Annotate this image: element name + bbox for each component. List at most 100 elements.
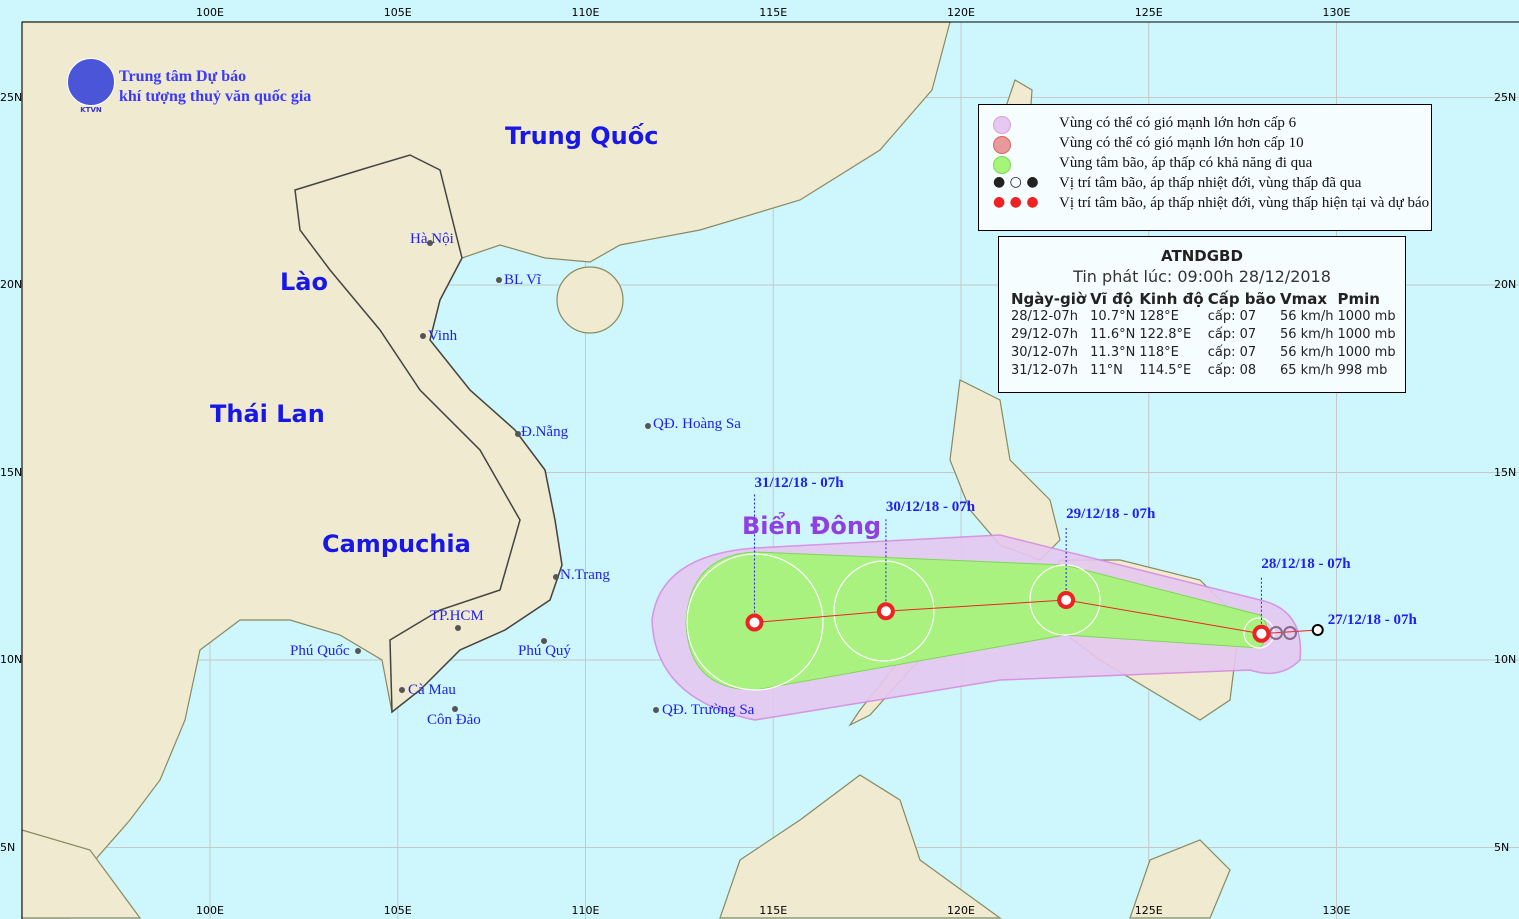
- place-label: Vinh: [428, 328, 458, 344]
- legend: ● ○ ● ● ● ● Vùng có thể có gió mạnh lớn …: [978, 104, 1432, 231]
- table-cell: 118°E: [1139, 345, 1179, 360]
- table-cell: 114.5°E: [1139, 363, 1192, 378]
- table-cell: 1000 mb: [1337, 327, 1396, 342]
- pink-circle-icon: [993, 116, 1011, 134]
- place-marker-icon: [355, 648, 361, 654]
- storm-center-icon: [745, 613, 764, 632]
- place-label: N.Trang: [560, 567, 610, 583]
- table-row: 28/12-07h 10.7°N 128°E cấp: 07 56 km/h 1000 m…: [1009, 308, 1398, 326]
- track-date-label: 30/12/18 - 07h: [885, 499, 976, 516]
- table-cell: 1000 mb: [1337, 309, 1396, 324]
- table-row: 30/12-07h 11.3°N 118°E cấp: 07 56 km/h 1000 m…: [1009, 344, 1398, 362]
- lon-tick-label: 130E: [1322, 904, 1351, 917]
- place-label: Phú Quốc: [290, 643, 350, 659]
- lon-tick-label: 120E: [947, 904, 975, 917]
- storm-center-icon: [876, 602, 895, 621]
- label-thai-lan: Thái Lan: [210, 400, 325, 428]
- place-label: QĐ. Trường Sa: [662, 702, 755, 718]
- past-position-icon: [1283, 626, 1297, 640]
- place-label: Hà Nội: [410, 231, 454, 247]
- table-cell: cấp: 07: [1207, 327, 1257, 342]
- col-header: Pmin: [1337, 290, 1380, 308]
- place-label: BL Vĩ: [504, 272, 542, 288]
- red-circle-icon: [993, 136, 1011, 154]
- legend-item: Vị trí tâm bão, áp thấp nhiệt đới, vùng …: [1059, 195, 1430, 211]
- col-header: Cấp bão: [1207, 290, 1276, 308]
- table-cell: 10.7°N: [1090, 309, 1136, 324]
- lon-tick-label: 115E: [759, 904, 788, 917]
- legend-item: Vùng có thể có gió mạnh lớn hơn cấp 6: [1059, 115, 1297, 131]
- lon-tick-label: 100E: [196, 6, 224, 19]
- table-cell: 128°E: [1139, 309, 1179, 324]
- legend-item: Vùng tâm bão, áp thấp có khả năng đi qua: [1059, 155, 1313, 171]
- lon-tick-label: 130E: [1322, 6, 1351, 19]
- label-trung-quoc: Trung Quốc: [505, 122, 659, 150]
- place-marker-icon: [427, 240, 433, 246]
- lon-tick-label: 110E: [571, 6, 600, 19]
- logo-icon: KTVN: [67, 58, 115, 114]
- table-cell: 11.3°N: [1090, 345, 1136, 360]
- track-date-label: 29/12/18 - 07h: [1066, 506, 1156, 522]
- track-date-label: 31/12/18 - 07h: [754, 474, 844, 491]
- table-cell: 56 km/h: [1279, 309, 1334, 324]
- lon-tick-label: 105E: [383, 904, 412, 917]
- lon-tick-label: 125E: [1134, 904, 1163, 917]
- lat-tick-label: 25N: [0, 90, 23, 104]
- track-date-label: 28/12/18 - 07h: [1261, 555, 1351, 572]
- table-cell: cấp: 07: [1207, 345, 1257, 360]
- table-cell: cấp: 07: [1207, 309, 1257, 324]
- place-label: Phú Quý: [518, 643, 571, 659]
- lat-tick-label: 10N: [1494, 653, 1517, 666]
- table-cell: cấp: 08: [1207, 363, 1257, 378]
- lat-tick-label: 5N: [0, 840, 16, 854]
- label-bien-dong: Biển Đông: [742, 512, 882, 540]
- table-cell: 31/12-07h: [1011, 363, 1078, 378]
- table-cell: 56 km/h: [1279, 345, 1334, 360]
- legend-item: Vị trí tâm bão, áp thấp nhiệt đới, vùng …: [1059, 175, 1362, 191]
- place-marker-icon: [420, 333, 426, 339]
- lat-tick-label: 15N: [1494, 465, 1517, 479]
- storm-center-icon: [1252, 624, 1271, 643]
- table-cell: 56 km/h: [1279, 327, 1334, 342]
- col-header: Ngày-giờ: [1011, 290, 1087, 308]
- table-cell: 1000 mb: [1337, 345, 1396, 360]
- table-cell: 29/12-07h: [1011, 327, 1078, 342]
- vietnam-border: [294, 154, 563, 714]
- label-campuchia: Campuchia: [322, 530, 471, 558]
- table-row: 29/12-07h 11.6°N 122.8°E cấp: 07 56 km/h 1000…: [1009, 326, 1398, 344]
- place-marker-icon: [496, 277, 502, 283]
- table-cell: 30/12-07h: [1011, 345, 1078, 360]
- storm-cone: [651, 534, 1302, 721]
- place-label: Cà Mau: [408, 682, 456, 698]
- place-label: TP.HCM: [430, 608, 484, 624]
- lon-tick-label: 115E: [759, 6, 788, 19]
- place-marker-icon: [541, 638, 547, 644]
- storm-track: [745, 494, 1324, 643]
- bulletin-box: ATNDGBD Tin phát lúc: 09:00h 28/12/2018 …: [998, 236, 1406, 393]
- past-storm-symbols-icon: ● ○ ●: [993, 174, 1039, 190]
- table-cell: 998 mb: [1337, 363, 1388, 378]
- lon-tick-label: 105E: [383, 6, 412, 19]
- green-circle-icon: [993, 156, 1011, 174]
- table-cell: 11.6°N: [1090, 327, 1136, 342]
- place-marker-icon: [653, 707, 659, 713]
- lat-tick-label: 25N: [1494, 90, 1517, 104]
- place-label: Đ.Nẵng: [521, 424, 569, 440]
- lat-tick-label: 20N: [0, 278, 23, 291]
- table-cell: 122.8°E: [1139, 327, 1192, 342]
- storm-center-icon: [1057, 591, 1076, 609]
- lon-tick-label: 100E: [196, 904, 224, 917]
- bulletin-table: Ngày-giờ Vĩ độ Kinh độ Cấp bão Vmax Pmin…: [1009, 290, 1398, 380]
- lon-tick-label: 125E: [1134, 6, 1163, 19]
- place-marker-icon: [645, 423, 651, 429]
- table-cell: 28/12-07h: [1011, 309, 1078, 324]
- org-line-2: khí tượng thuỷ văn quốc gia: [119, 88, 312, 105]
- place-marker-icon: [455, 625, 461, 631]
- lat-tick-label: 5N: [1494, 840, 1510, 854]
- place-marker-icon: [452, 706, 458, 712]
- place-label: QĐ. Hoàng Sa: [653, 416, 741, 432]
- legend-item: Vùng có thể có gió mạnh lớn hơn cấp 10: [1059, 135, 1304, 151]
- col-header: Vĩ độ: [1090, 290, 1134, 308]
- table-cell: 65 km/h: [1279, 363, 1334, 378]
- past-position-icon: [1311, 624, 1324, 636]
